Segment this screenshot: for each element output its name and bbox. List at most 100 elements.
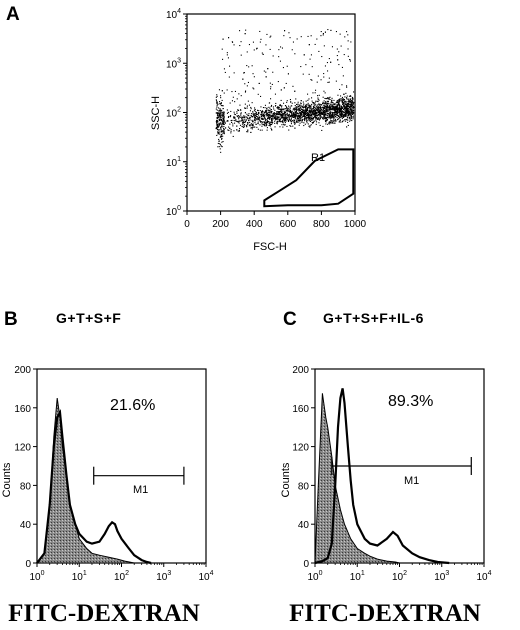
scatter-point bbox=[281, 116, 283, 118]
scatter-point bbox=[329, 115, 331, 117]
scatter-point bbox=[227, 129, 229, 131]
scatter-point bbox=[343, 104, 345, 106]
scatter-point bbox=[335, 107, 337, 109]
scatter-point bbox=[256, 126, 258, 128]
scatter-point bbox=[216, 112, 218, 114]
scatter-point bbox=[309, 125, 311, 127]
scatter-point bbox=[240, 95, 242, 97]
scatter-point bbox=[253, 88, 255, 90]
scatter-point bbox=[226, 54, 228, 56]
scatter-point bbox=[223, 118, 225, 120]
scatter-point bbox=[331, 97, 333, 99]
scatter-point bbox=[336, 113, 338, 115]
scatter-point bbox=[298, 108, 300, 110]
scatter-point bbox=[333, 114, 335, 116]
scatter-point bbox=[320, 108, 322, 110]
scatter-point bbox=[343, 54, 345, 56]
scatter-point bbox=[301, 114, 303, 116]
scatter-point bbox=[330, 106, 332, 108]
scatter-point bbox=[325, 105, 327, 107]
scatter-point bbox=[286, 116, 288, 118]
scatter-point bbox=[241, 123, 243, 125]
scatter-point bbox=[322, 113, 324, 115]
scatter-point bbox=[313, 105, 315, 107]
scatter-point bbox=[283, 118, 285, 120]
scatter-point bbox=[331, 115, 333, 117]
scatter-point bbox=[322, 116, 324, 118]
scatter-point bbox=[306, 110, 308, 112]
scatter-point bbox=[347, 113, 349, 115]
scatter-point bbox=[352, 106, 354, 108]
scatter-point bbox=[256, 118, 258, 120]
scatter-point bbox=[251, 102, 253, 104]
scatter-point bbox=[280, 117, 282, 119]
scatter-point bbox=[270, 111, 272, 113]
scatter-point bbox=[264, 122, 266, 124]
scatter-point bbox=[302, 106, 304, 108]
scatter-point bbox=[271, 119, 273, 121]
scatter-point bbox=[317, 98, 319, 100]
scatter-point bbox=[310, 111, 312, 113]
scatter-point bbox=[328, 107, 330, 109]
scatter-point bbox=[339, 104, 341, 106]
scatter-point bbox=[257, 109, 259, 111]
scatter-point bbox=[337, 109, 339, 111]
scatter-point bbox=[314, 110, 316, 112]
scatter-point bbox=[253, 116, 255, 118]
scatter-point bbox=[307, 104, 309, 106]
percent-c: 89.3% bbox=[388, 393, 433, 410]
scatter-point bbox=[329, 96, 331, 98]
scatter-point bbox=[266, 107, 268, 109]
scatter-point bbox=[301, 121, 303, 123]
scatter-point bbox=[223, 114, 225, 116]
scatter-point bbox=[277, 108, 279, 110]
scatter-point bbox=[329, 105, 331, 107]
scatter-point bbox=[319, 103, 321, 105]
scatter-point bbox=[346, 85, 348, 87]
scatter-point bbox=[264, 107, 266, 109]
scatter-point bbox=[301, 120, 303, 122]
scatter-point bbox=[318, 122, 320, 124]
scatter-point bbox=[346, 103, 348, 105]
scatter-point bbox=[282, 120, 284, 122]
scatter-point bbox=[325, 101, 327, 103]
scatter-point bbox=[349, 107, 351, 109]
scatter-point bbox=[346, 112, 348, 114]
scatter-point bbox=[261, 125, 263, 127]
scatter-point bbox=[325, 113, 327, 115]
scatter-point bbox=[298, 114, 300, 116]
scatter-point bbox=[222, 130, 224, 132]
scatter-point bbox=[328, 58, 330, 60]
scatter-point bbox=[316, 38, 318, 40]
scatter-point bbox=[233, 117, 235, 119]
scatter-point bbox=[218, 112, 220, 114]
scatter-point bbox=[252, 123, 254, 125]
scatter-point bbox=[250, 106, 252, 108]
scatter-point bbox=[343, 109, 345, 111]
scatter-point bbox=[292, 41, 294, 43]
scatter-point bbox=[267, 114, 269, 116]
scatter-point bbox=[309, 118, 311, 120]
scatter-point bbox=[276, 123, 278, 125]
scatter-point bbox=[291, 111, 293, 113]
y-tick-label: 40 bbox=[298, 520, 310, 531]
scatter-point bbox=[263, 121, 265, 123]
scatter-point bbox=[251, 124, 253, 126]
scatter-point bbox=[296, 117, 298, 119]
scatter-point bbox=[269, 107, 271, 109]
scatter-point bbox=[330, 116, 332, 118]
scatter-point bbox=[306, 111, 308, 113]
scatter-point bbox=[352, 101, 354, 103]
scatter-point bbox=[346, 109, 348, 111]
scatter-point bbox=[287, 119, 289, 121]
scatter-point bbox=[351, 110, 353, 112]
scatter-point bbox=[290, 121, 292, 123]
scatter-point bbox=[329, 116, 331, 118]
scatter-point bbox=[329, 111, 331, 113]
scatter-point bbox=[287, 109, 289, 111]
scatter-point bbox=[296, 112, 298, 114]
scatter-point bbox=[311, 117, 313, 119]
scatter-point bbox=[271, 123, 273, 125]
scatter-point bbox=[274, 113, 276, 115]
scatter-point bbox=[277, 111, 279, 113]
